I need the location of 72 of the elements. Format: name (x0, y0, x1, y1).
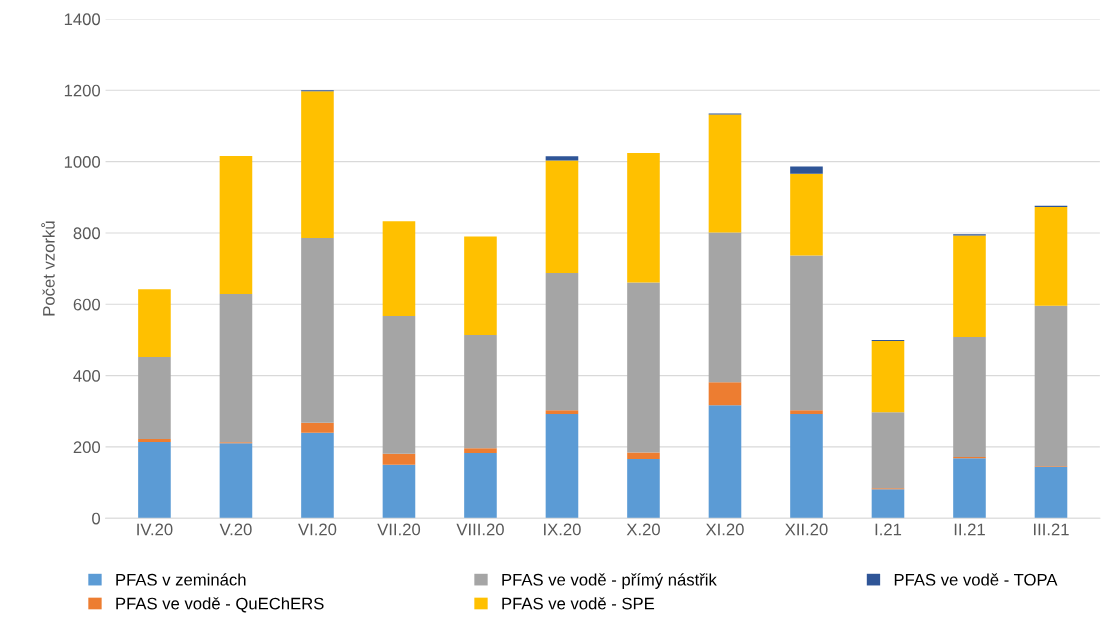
bar (708, 382, 742, 406)
bar (219, 293, 253, 443)
y-tick-label: 600 (73, 298, 101, 311)
y-axis-title: Počet vzorků (41, 221, 55, 316)
bar (790, 166, 823, 174)
bar (627, 282, 660, 453)
bar (627, 452, 660, 460)
x-tick-label: X.20 (626, 523, 660, 536)
bar (790, 173, 823, 256)
bar (382, 453, 416, 465)
x-tick-label: II.21 (954, 523, 985, 536)
bar (871, 341, 905, 413)
bar (708, 114, 742, 233)
y-tick-label: 800 (73, 227, 101, 240)
bar (301, 91, 334, 238)
y-tick-label: 1400 (64, 13, 101, 26)
y-tick-label: 0 (92, 512, 101, 525)
bar (138, 357, 171, 440)
bar (871, 489, 905, 519)
x-tick-label: IX.20 (544, 523, 581, 536)
bar (545, 414, 579, 519)
bar (138, 441, 171, 519)
bar (382, 464, 416, 519)
legend-label: PFAS ve vodě - TOPA (894, 573, 1058, 586)
x-tick-label: VII.20 (377, 523, 421, 536)
bar (1034, 466, 1068, 519)
x-tick-label: I.21 (875, 523, 902, 536)
bar (219, 155, 253, 294)
bar (1034, 206, 1068, 306)
bar (219, 443, 253, 519)
bar (708, 232, 742, 383)
x-tick-label: V.20 (219, 523, 252, 536)
bar (464, 448, 497, 453)
bar (790, 414, 823, 519)
bar (382, 221, 416, 317)
bar (382, 316, 416, 454)
bar (953, 235, 986, 338)
legend-label: PFAS ve vodě - přímý nástřik (502, 573, 717, 589)
legend-label: PFAS ve vodě - SPE (502, 597, 655, 610)
bar (790, 255, 823, 411)
bar (953, 337, 986, 457)
y-tick-label: 1000 (64, 156, 101, 168)
x-tick-label: XII.20 (785, 523, 828, 536)
bar (627, 459, 660, 519)
x-tick-label: IV.20 (137, 523, 173, 536)
bar (545, 156, 579, 161)
legend-label: PFAS ve vodě - QuEChERS (116, 597, 324, 613)
x-tick-label: III.21 (1034, 523, 1069, 536)
bar (871, 412, 905, 489)
bar (301, 422, 334, 433)
x-tick-label: XI.20 (705, 523, 744, 536)
bar (627, 153, 660, 283)
y-tick-label: 200 (73, 441, 101, 454)
bar (301, 237, 334, 423)
y-tick-label: 400 (73, 369, 101, 382)
bar (138, 439, 171, 442)
bar (138, 289, 171, 358)
bar (464, 334, 497, 449)
bar (545, 272, 579, 411)
bar (301, 432, 334, 519)
x-tick-label: VI.20 (298, 523, 337, 536)
bar (545, 160, 579, 273)
bar (545, 410, 579, 415)
bar (464, 452, 497, 519)
bar (464, 236, 497, 335)
bar (790, 410, 823, 415)
bar (953, 458, 986, 519)
bar (708, 405, 742, 519)
legend-label: PFAS v zeminách (116, 573, 246, 586)
y-tick-label: 1200 (64, 84, 101, 97)
bar (1034, 305, 1068, 467)
x-tick-label: VIII.20 (456, 523, 504, 536)
